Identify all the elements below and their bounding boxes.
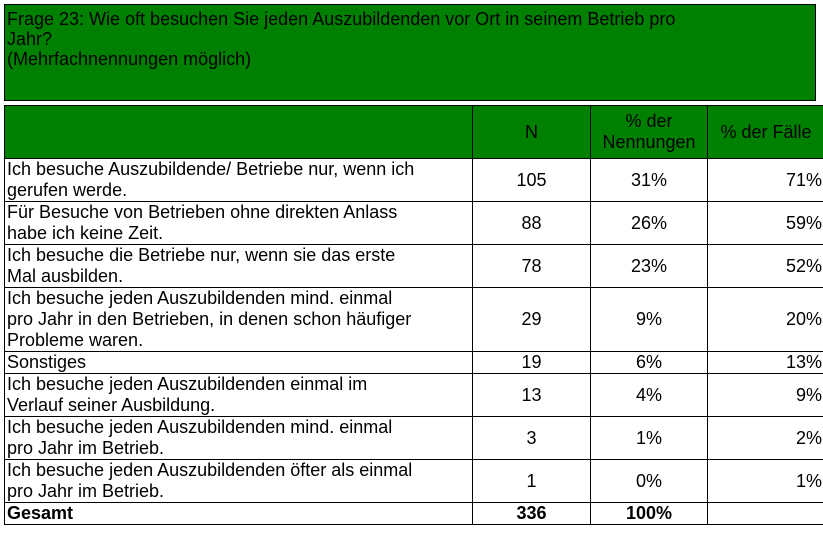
row-label: Für Besuche von Betrieben ohne direkten …: [4, 201, 473, 245]
question-title: Frage 23: Wie oft besuchen Sie jeden Aus…: [4, 4, 816, 101]
row-label-line: Ich besuche die Betriebe nur, wenn sie d…: [7, 245, 396, 265]
results-table: N % der Nennungen % der Fälle Ich besuch…: [4, 105, 823, 525]
total-pct-cases: [707, 502, 823, 525]
row-label: Ich besuche jeden Auszubildenden einmal …: [4, 373, 473, 417]
table-row: Für Besuche von Betrieben ohne direkten …: [4, 201, 823, 245]
table-row: Ich besuche jeden Auszubildenden einmal …: [4, 373, 823, 417]
row-label-line: Ich besuche jeden Auszubildenden öfter a…: [7, 460, 413, 480]
row-label: Ich besuche Auszubildende/ Betriebe nur,…: [4, 158, 473, 202]
row-label: Sonstiges: [4, 351, 473, 374]
row-label-line: Ich besuche jeden Auszubildenden mind. e…: [7, 417, 393, 437]
table-row: Ich besuche jeden Auszubildenden mind. e…: [4, 416, 823, 460]
row-pct-cases: 13%: [707, 351, 823, 374]
row-pct-mentions: 4%: [590, 373, 708, 417]
row-n: 78: [472, 244, 591, 288]
row-label-line: pro Jahr im Betrieb.: [7, 438, 165, 458]
row-pct-cases: 1%: [707, 459, 823, 503]
row-pct-mentions: 31%: [590, 158, 708, 202]
row-label-line: Ich besuche jeden Auszubildenden einmal …: [7, 374, 368, 394]
row-label: Ich besuche jeden Auszubildenden mind. e…: [4, 287, 473, 352]
table-row: Ich besuche jeden Auszubildenden mind. e…: [4, 287, 823, 352]
row-label: Ich besuche die Betriebe nur, wenn sie d…: [4, 244, 473, 288]
row-pct-cases: 20%: [707, 287, 823, 352]
row-pct-cases: 9%: [707, 373, 823, 417]
row-label-line: Ich besuche Auszubildende/ Betriebe nur,…: [7, 159, 415, 179]
row-label-line: Ich besuche jeden Auszubildenden mind. e…: [7, 288, 393, 308]
row-label-line: pro Jahr im Betrieb.: [7, 481, 165, 501]
table-row: Ich besuche die Betriebe nur, wenn sie d…: [4, 244, 823, 288]
header-pct-mentions-line-1: % der: [625, 111, 673, 131]
table-body: Ich besuche Auszubildende/ Betriebe nur,…: [4, 158, 823, 525]
table-header-row: N % der Nennungen % der Fälle: [4, 105, 823, 159]
row-label-line: Verlauf seiner Ausbildung.: [7, 395, 216, 415]
row-pct-mentions: 1%: [590, 416, 708, 460]
total-pct-mentions: 100%: [590, 502, 708, 525]
row-label-line: pro Jahr in den Betrieben, in denen scho…: [7, 309, 412, 329]
header-pct-mentions: % der Nennungen: [590, 105, 708, 159]
row-label-line: Für Besuche von Betrieben ohne direkten …: [7, 202, 398, 222]
row-pct-cases: 2%: [707, 416, 823, 460]
header-pct-mentions-line-2: Nennungen: [602, 132, 696, 152]
row-pct-cases: 52%: [707, 244, 823, 288]
row-pct-mentions: 26%: [590, 201, 708, 245]
survey-table-frame: Frage 23: Wie oft besuchen Sie jeden Aus…: [4, 4, 823, 555]
row-pct-mentions: 9%: [590, 287, 708, 352]
row-label-line: Sonstiges: [7, 352, 87, 372]
row-pct-mentions: 6%: [590, 351, 708, 374]
total-label: Gesamt: [4, 502, 473, 525]
row-n: 19: [472, 351, 591, 374]
row-label: Ich besuche jeden Auszubildenden öfter a…: [4, 459, 473, 503]
total-row: Gesamt 336 100%: [4, 502, 823, 525]
row-n: 105: [472, 158, 591, 202]
row-pct-cases: 71%: [707, 158, 823, 202]
row-pct-mentions: 23%: [590, 244, 708, 288]
header-pct-cases: % der Fälle: [707, 105, 823, 159]
row-n: 29: [472, 287, 591, 352]
question-line-1: Frage 23: Wie oft besuchen Sie jeden Aus…: [7, 9, 676, 29]
row-label-line: habe ich keine Zeit.: [7, 223, 164, 243]
row-n: 3: [472, 416, 591, 460]
table-row: Ich besuche jeden Auszubildenden öfter a…: [4, 459, 823, 503]
row-n: 1: [472, 459, 591, 503]
row-label-line: Mal ausbilden.: [7, 266, 124, 286]
row-n: 88: [472, 201, 591, 245]
row-n: 13: [472, 373, 591, 417]
row-pct-cases: 59%: [707, 201, 823, 245]
row-label-line: Probleme waren.: [7, 330, 144, 350]
question-line-3: (Mehrfachnennungen möglich): [7, 49, 252, 69]
header-n: N: [472, 105, 591, 159]
row-pct-mentions: 0%: [590, 459, 708, 503]
row-label: Ich besuche jeden Auszubildenden mind. e…: [4, 416, 473, 460]
header-label-cell: [4, 105, 473, 159]
row-label-line: gerufen werde.: [7, 180, 128, 200]
table-row: Sonstiges 19 6% 13%: [4, 351, 823, 374]
question-line-2: Jahr?: [7, 29, 53, 49]
total-n: 336: [472, 502, 591, 525]
table-row: Ich besuche Auszubildende/ Betriebe nur,…: [4, 158, 823, 202]
